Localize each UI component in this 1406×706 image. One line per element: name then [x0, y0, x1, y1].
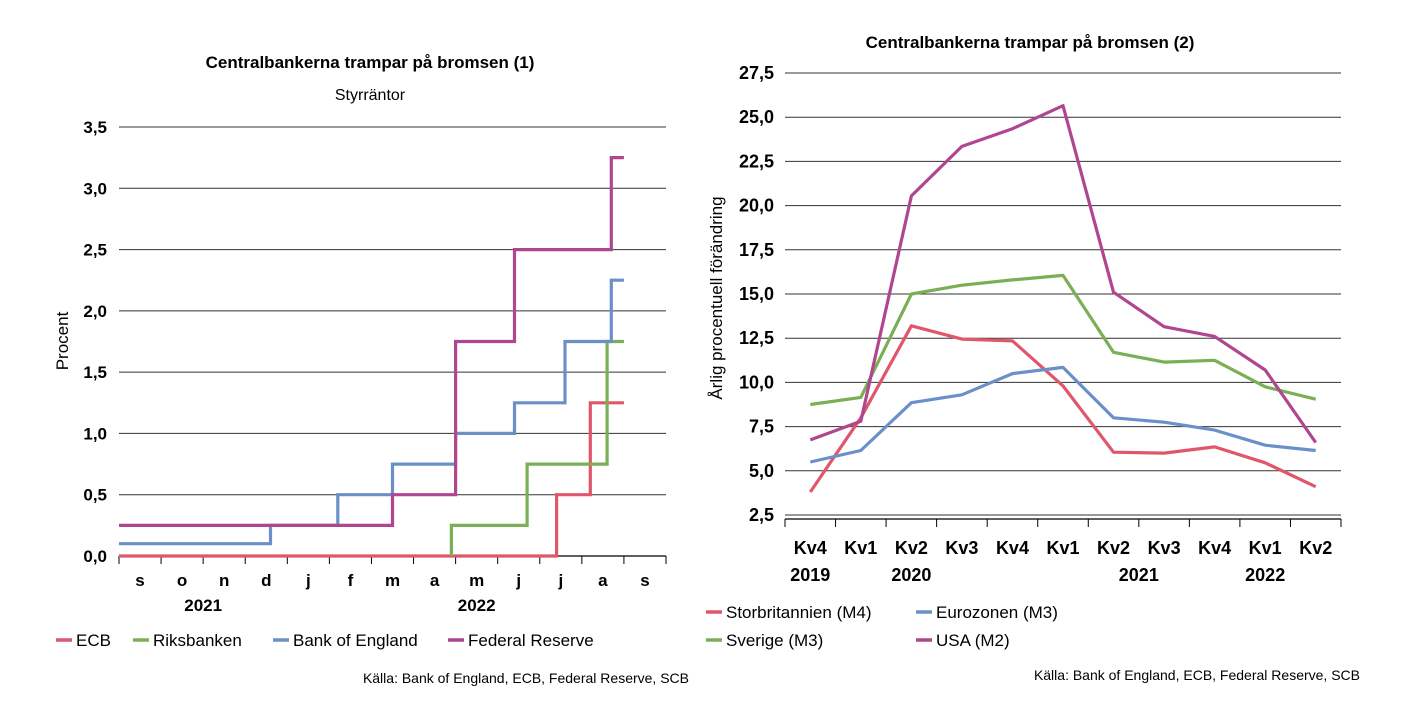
- x-tick-label: j: [305, 571, 311, 590]
- y-tick-label: 12,5: [739, 328, 774, 348]
- x-tick-label: Kv3: [1148, 538, 1181, 558]
- y-tick-label: 15,0: [739, 284, 774, 304]
- x-tick-label: a: [598, 571, 608, 590]
- x-year-label: 2019: [790, 565, 830, 585]
- x-tick-label: Kv2: [1097, 538, 1130, 558]
- x-tick-label: Kv4: [1198, 538, 1231, 558]
- legend-label: Bank of England: [293, 631, 418, 650]
- y-tick-label: 0,0: [83, 547, 107, 566]
- y-tick-label: 2,0: [83, 302, 107, 321]
- series-line: [119, 401, 624, 558]
- legend-label: ECB: [76, 631, 111, 650]
- x-tick-label: m: [469, 571, 484, 590]
- series-line: [810, 273, 1317, 407]
- source-note: Källa: Bank of England, ECB, Federal Res…: [363, 670, 689, 686]
- y-tick-label: 2,5: [83, 241, 107, 260]
- legend-label: Eurozonen (M3): [936, 603, 1058, 622]
- y-tick-label: 7,5: [749, 417, 774, 437]
- x-axis: s o n d j f m a m j j a s 2021 2022: [118, 556, 667, 615]
- y-tick-label: 5,0: [749, 461, 774, 481]
- x-tick-label: a: [430, 571, 440, 590]
- y-tick-label: 10,0: [739, 372, 774, 392]
- y-tick-labels: 2,5 5,0 7,5 10,0 12,5 15,0 17,5 20,0 22,5 25,0 27,…: [739, 63, 774, 525]
- chart-title: Centralbankerna trampar på bromsen (2): [866, 33, 1195, 52]
- series-lines: [808, 104, 1318, 493]
- y-tick-labels: 0,0 0,5 1,0 1,5 2,0 2,5 3,0 3,5: [83, 118, 107, 566]
- y-tick-label: 17,5: [739, 240, 774, 260]
- chart-subtitle: Styrräntor: [335, 87, 406, 104]
- y-tick-label: 3,5: [83, 118, 107, 137]
- x-tick-label: Kv1: [1249, 538, 1282, 558]
- x-year-label: 2021: [1119, 565, 1159, 585]
- x-tick-label: o: [177, 571, 187, 590]
- x-year-label: 2021: [184, 596, 222, 615]
- series-line: [809, 365, 1316, 464]
- x-tick-label: s: [640, 571, 649, 590]
- y-tick-label: 3,0: [83, 179, 107, 198]
- x-tick-label: f: [348, 571, 354, 590]
- legend-label: Federal Reserve: [468, 631, 594, 650]
- y-tick-label: 25,0: [739, 107, 774, 127]
- y-tick-label: 2,5: [749, 505, 774, 525]
- x-tick-label: m: [385, 571, 400, 590]
- y-tick-label: 1,0: [83, 424, 107, 443]
- series-line: [449, 339, 624, 556]
- y-axis-label: Årlig procentuell förändring: [707, 196, 726, 399]
- x-year-label: 2020: [891, 565, 931, 585]
- series-line: [808, 324, 1317, 493]
- x-tick-label: Kv2: [895, 538, 928, 558]
- y-tick-label: 20,0: [739, 196, 774, 216]
- y-tick-label: 27,5: [739, 63, 774, 83]
- legend-label: Storbritannien (M4): [726, 603, 872, 622]
- y-tick-label: 22,5: [739, 151, 774, 171]
- x-tick-label: Kv1: [844, 538, 877, 558]
- y-tick-label: 1,5: [83, 363, 107, 382]
- x-tick-label: s: [135, 571, 144, 590]
- series-line: [809, 104, 1318, 444]
- x-tick-label: j: [557, 571, 563, 590]
- series-line: [119, 156, 624, 528]
- y-tick-label: 0,5: [83, 486, 107, 505]
- grid: [119, 126, 666, 557]
- chart-left: Centralbankerna trampar på bromsen (1) S…: [53, 53, 689, 686]
- chart-right: Centralbankerna trampar på bromsen (2) Å…: [706, 33, 1360, 683]
- x-tick-label: Kv3: [945, 538, 978, 558]
- legend: Storbritannien (M4) Eurozonen (M3) Sverige…: [706, 603, 1058, 650]
- x-tick-label: d: [261, 571, 271, 590]
- x-tick-label: Kv4: [996, 538, 1029, 558]
- grid: [785, 72, 1341, 516]
- series-lines: [119, 156, 624, 558]
- x-tick-label: Kv1: [1046, 538, 1079, 558]
- x-axis: Kv4 Kv1 Kv2 Kv3 Kv4 Kv1 Kv2 Kv3 Kv4 Kv1 Kv2 2019 202…: [784, 518, 1342, 585]
- legend-label: Sverige (M3): [726, 631, 823, 650]
- chart-title: Centralbankerna trampar på bromsen (1): [206, 53, 535, 72]
- legend: ECB Riksbanken Bank of England Federal Rese…: [56, 631, 594, 650]
- source-note: Källa: Bank of England, ECB, Federal Res…: [1034, 667, 1360, 683]
- x-year-label: 2022: [458, 596, 496, 615]
- series-line: [119, 278, 624, 546]
- x-tick-label: j: [515, 571, 521, 590]
- y-axis-label: Procent: [53, 311, 72, 370]
- x-tick-label: n: [219, 571, 229, 590]
- x-tick-label: Kv4: [794, 538, 827, 558]
- legend-label: USA (M2): [936, 631, 1010, 650]
- legend-label: Riksbanken: [153, 631, 242, 650]
- x-year-label: 2022: [1245, 565, 1285, 585]
- x-tick-label: Kv2: [1299, 538, 1332, 558]
